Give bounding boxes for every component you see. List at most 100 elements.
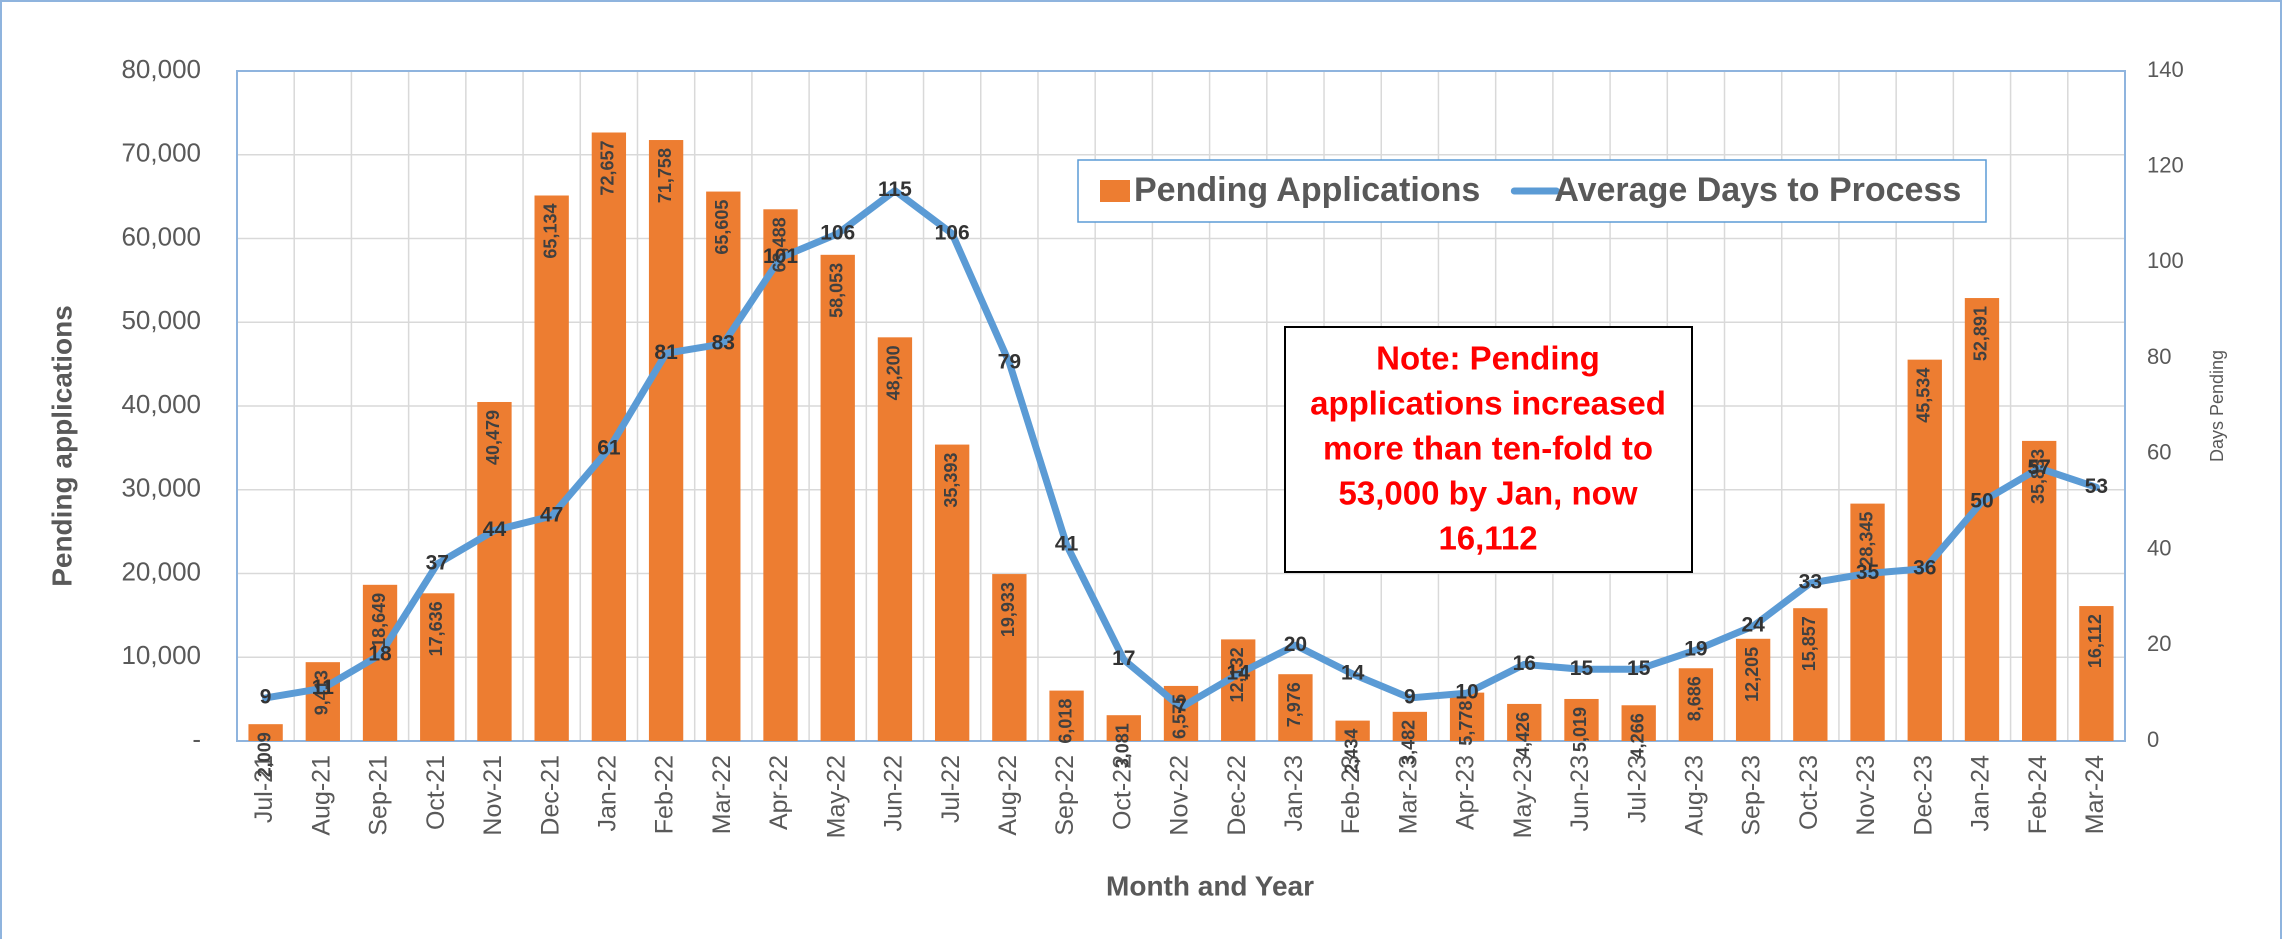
bar — [534, 195, 569, 741]
x-tick-label: Apr-22 — [765, 755, 793, 830]
line-value-label: 18 — [368, 642, 392, 665]
line-value-label: 57 — [2028, 456, 2051, 479]
x-tick-label: Apr-23 — [1452, 755, 1480, 830]
bar — [1678, 668, 1714, 741]
x-tick-label: Jan-23 — [1280, 755, 1308, 831]
line-value-label: 19 — [1684, 638, 1707, 661]
bar — [877, 337, 913, 741]
legend-label: Average Days to Process — [1554, 171, 1961, 209]
line-value-label: 33 — [1799, 571, 1822, 594]
bar-value-label: 28,345 — [1856, 512, 1876, 567]
bar-value-label: 3,482 — [1399, 720, 1419, 765]
bar-value-label: 18,649 — [369, 593, 389, 648]
line-value-label: 79 — [998, 350, 1021, 373]
bar — [1507, 703, 1542, 741]
annotation-text: Note: Pending — [1376, 340, 1600, 377]
line-value-label: 37 — [426, 551, 449, 574]
y2-tick-label: 120 — [2147, 153, 2184, 178]
x-tick-label: Mar-22 — [708, 755, 736, 834]
bar — [1392, 711, 1428, 741]
bar-value-label: 58,053 — [826, 263, 846, 318]
x-tick-label: Oct-22 — [1108, 755, 1136, 830]
bar-value-label: 65,134 — [540, 204, 560, 259]
line-value-label: 36 — [1913, 556, 1936, 579]
bar — [420, 593, 455, 741]
annotation-text: applications increased — [1310, 385, 1666, 422]
y-tick-label: 30,000 — [121, 473, 201, 503]
annotation-text: 16,112 — [1438, 520, 1537, 557]
bar-value-label: 8,686 — [1685, 676, 1705, 721]
x-tick-label: Jul-23 — [1623, 755, 1651, 823]
line-value-label: 61 — [597, 437, 621, 460]
bar — [305, 662, 340, 741]
x-tick-label: Dec-21 — [536, 755, 564, 836]
line-value-label: 47 — [540, 504, 563, 527]
bar — [706, 191, 741, 742]
line-value-label: 106 — [820, 221, 855, 244]
line-value-label: 115 — [878, 178, 912, 201]
y2-tick-label: 40 — [2147, 535, 2171, 560]
bar-value-label: 7,976 — [1284, 682, 1304, 727]
bar-value-label: 65,605 — [712, 200, 732, 255]
bar — [820, 254, 855, 741]
line-value-label: 101 — [763, 245, 798, 268]
x-tick-label: Dec-22 — [1223, 755, 1251, 836]
line-value-label: 17 — [1112, 647, 1135, 670]
x-tick-label: Feb-22 — [651, 755, 679, 834]
y-tick-label: 50,000 — [121, 305, 201, 335]
bar-value-label: 35,393 — [941, 453, 961, 508]
line-value-label: 41 — [1055, 532, 1079, 555]
y-tick-label: 70,000 — [121, 138, 201, 168]
bar — [2079, 606, 2114, 741]
y-tick-label: 20,000 — [121, 556, 201, 586]
x-tick-label: Sep-23 — [1738, 755, 1766, 836]
x-tick-label: Nov-23 — [1852, 755, 1880, 836]
y-tick-label: 10,000 — [121, 640, 201, 670]
line-value-label: 83 — [712, 331, 735, 354]
x-tick-label: Sep-21 — [365, 755, 393, 836]
bar-value-label: 16,112 — [2085, 614, 2105, 668]
bar-value-label: 2,009 — [254, 732, 274, 777]
legend-swatch — [1100, 180, 1130, 202]
y2-tick-label: 0 — [2147, 727, 2159, 752]
bar-value-label: 9,413 — [312, 670, 332, 715]
line-value-label: 11 — [312, 676, 335, 699]
x-axis-title: Month and Year — [1106, 870, 1314, 901]
line-value-label: 9 — [1404, 685, 1416, 708]
x-tick-label: Jan-24 — [1967, 755, 1995, 832]
bar — [1735, 638, 1771, 741]
line-value-label: 50 — [1970, 489, 1993, 512]
bar — [1793, 608, 1828, 741]
x-tick-label: Jul-22 — [937, 755, 965, 823]
x-tick-label: Feb-24 — [2024, 755, 2052, 834]
bar-value-label: 35,833 — [2028, 449, 2048, 504]
y-tick-label: - — [192, 724, 201, 754]
y-tick-label: 40,000 — [121, 389, 201, 419]
x-tick-label: Aug-23 — [1681, 755, 1709, 836]
line-value-label: 16 — [1513, 652, 1536, 675]
bar — [1621, 705, 1656, 741]
y2-tick-label: 140 — [2147, 57, 2184, 82]
bar — [1221, 639, 1256, 741]
bar-value-label: 17,636 — [426, 601, 446, 656]
bar-value-label: 19,933 — [998, 582, 1018, 637]
bar-value-label: 63,488 — [769, 217, 789, 272]
line-value-label: 9 — [260, 685, 272, 708]
bar-value-label: 72,657 — [598, 140, 618, 195]
bar-value-label: 52,891 — [1971, 306, 1991, 361]
y2-tick-label: 60 — [2147, 440, 2171, 465]
x-tick-label: Nov-22 — [1166, 755, 1194, 836]
bar-value-label: 40,479 — [483, 410, 503, 465]
x-tick-label: Aug-22 — [994, 755, 1022, 836]
bar-value-label: 12,132 — [1227, 647, 1247, 702]
bar — [1278, 674, 1313, 741]
x-tick-label: Oct-23 — [1795, 755, 1823, 830]
bar-value-label: 5,778 — [1456, 701, 1476, 746]
line-value-label: 10 — [1455, 681, 1478, 704]
bar-value-label: 2,434 — [1341, 729, 1361, 774]
bar — [934, 444, 970, 741]
x-tick-label: Jun-23 — [1566, 755, 1594, 831]
